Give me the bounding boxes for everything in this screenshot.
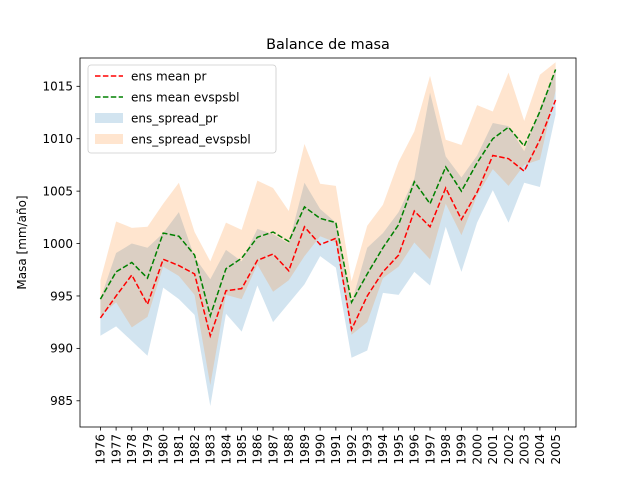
- x-tick-label: 1993: [361, 434, 375, 465]
- ens-spread-pr-band: [100, 69, 556, 407]
- x-tick-label: 2005: [549, 434, 563, 465]
- x-tick-label: 1998: [439, 434, 453, 465]
- lines-layer: [99, 69, 557, 339]
- x-tick-label: 1995: [392, 434, 406, 465]
- x-tick-label: 1992: [345, 434, 359, 465]
- x-tick-label: 1979: [141, 434, 155, 465]
- legend-frame: [87, 64, 277, 154]
- y-tick-label: 1005: [42, 184, 73, 198]
- legend-label-ens-spread-evspsbl: ens_spread_evspsbl: [131, 132, 251, 146]
- x-tick-label: 1990: [313, 434, 327, 465]
- x-tick-label: 1997: [423, 434, 437, 465]
- y-axis-label: Masa [mm/año]: [15, 195, 29, 289]
- x-tick-label: 1978: [125, 434, 139, 465]
- ens-mean-pr-line: [99, 99, 557, 339]
- legend: ens mean pr ens mean evspsbl ens_spread_pr…: [87, 64, 277, 154]
- x-tick-label: 1985: [235, 434, 249, 465]
- x-tick-label: 1977: [109, 434, 123, 465]
- y-axis: 985 990 995 1000 1005 1010 1015: [42, 80, 80, 408]
- x-tick-label: 1988: [282, 434, 296, 465]
- x-tick-label: 1981: [172, 434, 186, 465]
- x-tick-label: 2003: [518, 434, 532, 465]
- x-tick-label: 1984: [219, 434, 233, 465]
- x-tick-label: 2004: [533, 434, 547, 465]
- y-tick-label: 1010: [42, 132, 73, 146]
- legend-label-ens-spread-pr: ens_spread_pr: [131, 111, 218, 125]
- x-tick-label: 1980: [156, 434, 170, 465]
- y-tick-label: 995: [50, 289, 73, 303]
- x-tick-label: 1996: [408, 434, 422, 465]
- bands-layer: [100, 62, 556, 407]
- x-tick-label: 2000: [470, 434, 484, 465]
- legend-swatch-ens-spread-pr: [95, 113, 123, 123]
- legend-swatch-ens-spread-evspsbl: [95, 134, 123, 144]
- legend-label-ens-mean-evspsbl: ens mean evspsbl: [131, 90, 239, 104]
- x-tick-label: 1999: [455, 434, 469, 465]
- x-tick-label: 1983: [204, 434, 218, 465]
- x-tick-label: 1994: [376, 434, 390, 465]
- x-axis: 1976 1977 1978 1979 1980 1981 1982 1983 1984 1985…: [94, 427, 563, 465]
- y-tick-label: 1015: [42, 80, 73, 94]
- x-tick-label: 1987: [266, 434, 280, 465]
- plot-frame: [79, 57, 577, 428]
- y-tick-label: 1000: [42, 237, 73, 251]
- x-tick-label: 2001: [486, 434, 500, 465]
- x-tick-label: 1989: [298, 434, 312, 465]
- x-tick-label: 1976: [94, 434, 108, 465]
- y-tick-label: 990: [50, 342, 73, 356]
- x-tick-label: 1982: [188, 434, 202, 465]
- x-tick-label: 1986: [251, 434, 265, 465]
- ens-spread-evspsbl-band: [100, 62, 556, 386]
- legend-label-ens-mean-pr: ens mean pr: [131, 69, 207, 83]
- ens-mean-evspsbl-line: [99, 69, 557, 319]
- chart-title: Balance de masa: [266, 37, 390, 53]
- x-tick-label: 2002: [502, 434, 516, 465]
- y-tick-label: 985: [50, 394, 73, 408]
- x-tick-label: 1991: [329, 434, 343, 465]
